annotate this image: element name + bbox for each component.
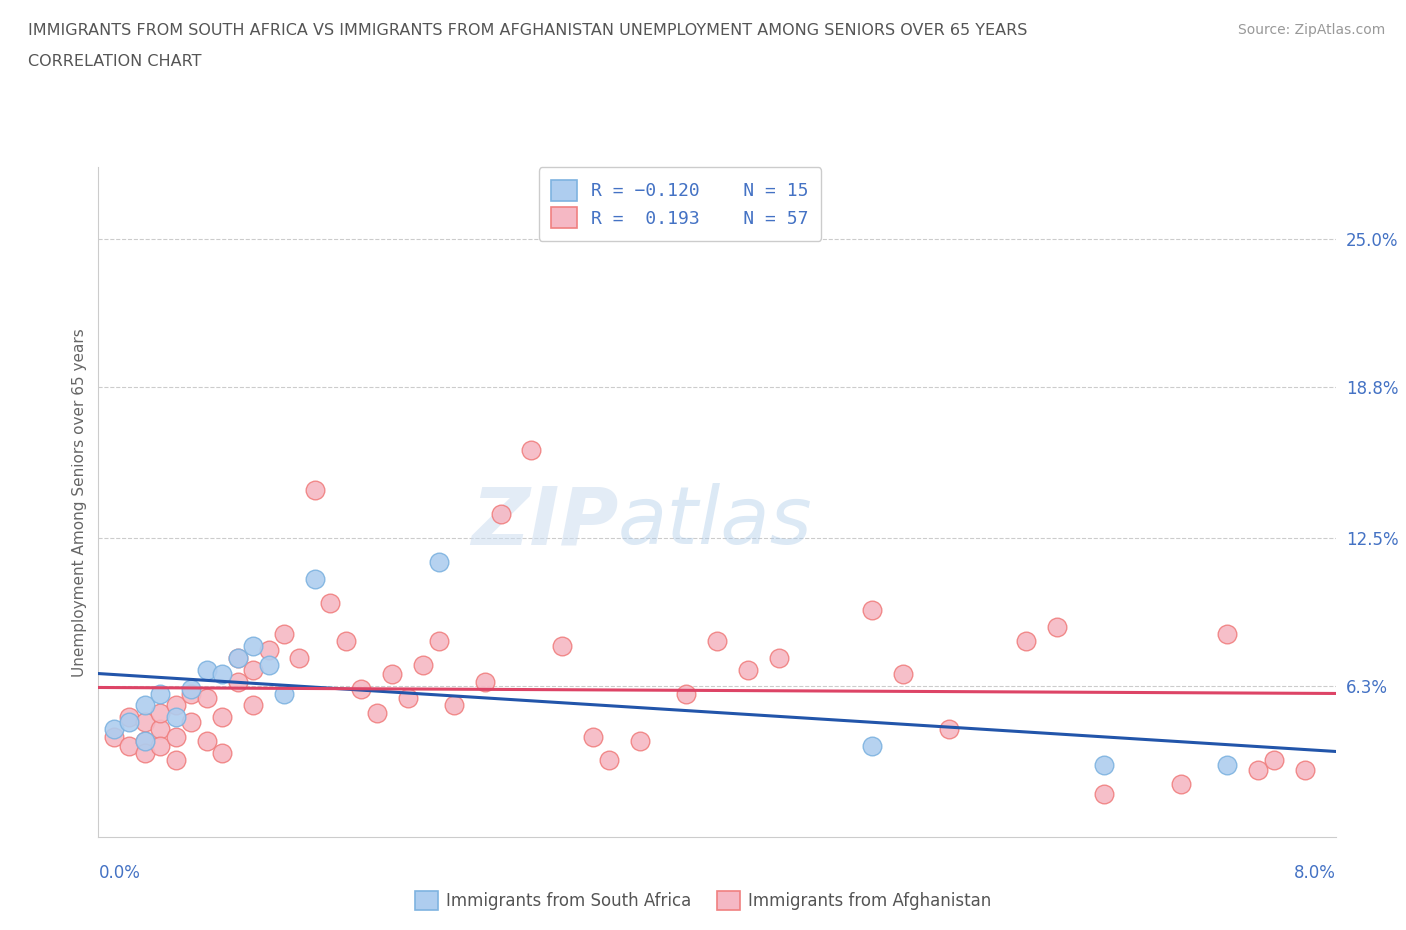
Point bbox=[273, 626, 295, 641]
Point bbox=[860, 603, 883, 618]
Point bbox=[1015, 633, 1038, 648]
Point bbox=[675, 686, 697, 701]
Point bbox=[226, 650, 249, 665]
Text: 8.0%: 8.0% bbox=[1294, 864, 1336, 882]
Point bbox=[304, 483, 326, 498]
Point bbox=[165, 698, 187, 713]
Point bbox=[134, 746, 156, 761]
Legend: Immigrants from South Africa, Immigrants from Afghanistan: Immigrants from South Africa, Immigrants… bbox=[408, 884, 998, 917]
Point bbox=[860, 738, 883, 753]
Point bbox=[149, 722, 172, 737]
Point bbox=[1092, 787, 1115, 802]
Point bbox=[706, 633, 728, 648]
Point bbox=[226, 674, 249, 689]
Point bbox=[768, 650, 790, 665]
Point bbox=[165, 710, 187, 724]
Y-axis label: Unemployment Among Seniors over 65 years: Unemployment Among Seniors over 65 years bbox=[72, 328, 87, 677]
Point bbox=[118, 738, 141, 753]
Point bbox=[211, 710, 233, 724]
Point bbox=[134, 715, 156, 730]
Point bbox=[938, 722, 960, 737]
Point bbox=[474, 674, 496, 689]
Point bbox=[134, 698, 156, 713]
Point bbox=[381, 667, 404, 682]
Point bbox=[1263, 753, 1285, 768]
Point bbox=[149, 738, 172, 753]
Point bbox=[335, 633, 357, 648]
Point bbox=[891, 667, 914, 682]
Point bbox=[489, 507, 512, 522]
Point bbox=[211, 746, 233, 761]
Point bbox=[304, 571, 326, 586]
Point bbox=[134, 734, 156, 749]
Point bbox=[1216, 758, 1239, 773]
Point bbox=[1092, 758, 1115, 773]
Text: atlas: atlas bbox=[619, 484, 813, 562]
Legend: R = −0.120    N = 15, R =  0.193    N = 57: R = −0.120 N = 15, R = 0.193 N = 57 bbox=[538, 167, 821, 241]
Point bbox=[598, 753, 620, 768]
Point bbox=[443, 698, 465, 713]
Point bbox=[396, 691, 419, 706]
Point bbox=[427, 633, 450, 648]
Point bbox=[1247, 763, 1270, 777]
Point bbox=[520, 442, 543, 457]
Point bbox=[257, 643, 280, 658]
Point bbox=[1294, 763, 1316, 777]
Point bbox=[195, 662, 218, 677]
Point bbox=[149, 686, 172, 701]
Point bbox=[1216, 626, 1239, 641]
Point bbox=[211, 667, 233, 682]
Point bbox=[226, 650, 249, 665]
Point bbox=[737, 662, 759, 677]
Text: 0.0%: 0.0% bbox=[98, 864, 141, 882]
Point bbox=[180, 682, 202, 697]
Point bbox=[1170, 777, 1192, 791]
Point bbox=[195, 691, 218, 706]
Point bbox=[149, 705, 172, 720]
Point bbox=[427, 554, 450, 569]
Point bbox=[242, 698, 264, 713]
Point bbox=[551, 638, 574, 653]
Point bbox=[319, 595, 342, 610]
Point bbox=[118, 710, 141, 724]
Point bbox=[134, 734, 156, 749]
Point bbox=[165, 729, 187, 744]
Point bbox=[288, 650, 311, 665]
Point bbox=[412, 658, 434, 672]
Point bbox=[103, 722, 125, 737]
Point bbox=[180, 686, 202, 701]
Point bbox=[242, 638, 264, 653]
Point bbox=[180, 715, 202, 730]
Point bbox=[242, 662, 264, 677]
Point bbox=[195, 734, 218, 749]
Text: Source: ZipAtlas.com: Source: ZipAtlas.com bbox=[1237, 23, 1385, 37]
Point bbox=[165, 753, 187, 768]
Point bbox=[273, 686, 295, 701]
Text: CORRELATION CHART: CORRELATION CHART bbox=[28, 54, 201, 69]
Point bbox=[257, 658, 280, 672]
Point bbox=[350, 682, 373, 697]
Point bbox=[628, 734, 651, 749]
Point bbox=[103, 729, 125, 744]
Point bbox=[582, 729, 605, 744]
Text: ZIP: ZIP bbox=[471, 484, 619, 562]
Point bbox=[1046, 619, 1069, 634]
Text: IMMIGRANTS FROM SOUTH AFRICA VS IMMIGRANTS FROM AFGHANISTAN UNEMPLOYMENT AMONG S: IMMIGRANTS FROM SOUTH AFRICA VS IMMIGRAN… bbox=[28, 23, 1028, 38]
Point bbox=[366, 705, 388, 720]
Point bbox=[118, 715, 141, 730]
